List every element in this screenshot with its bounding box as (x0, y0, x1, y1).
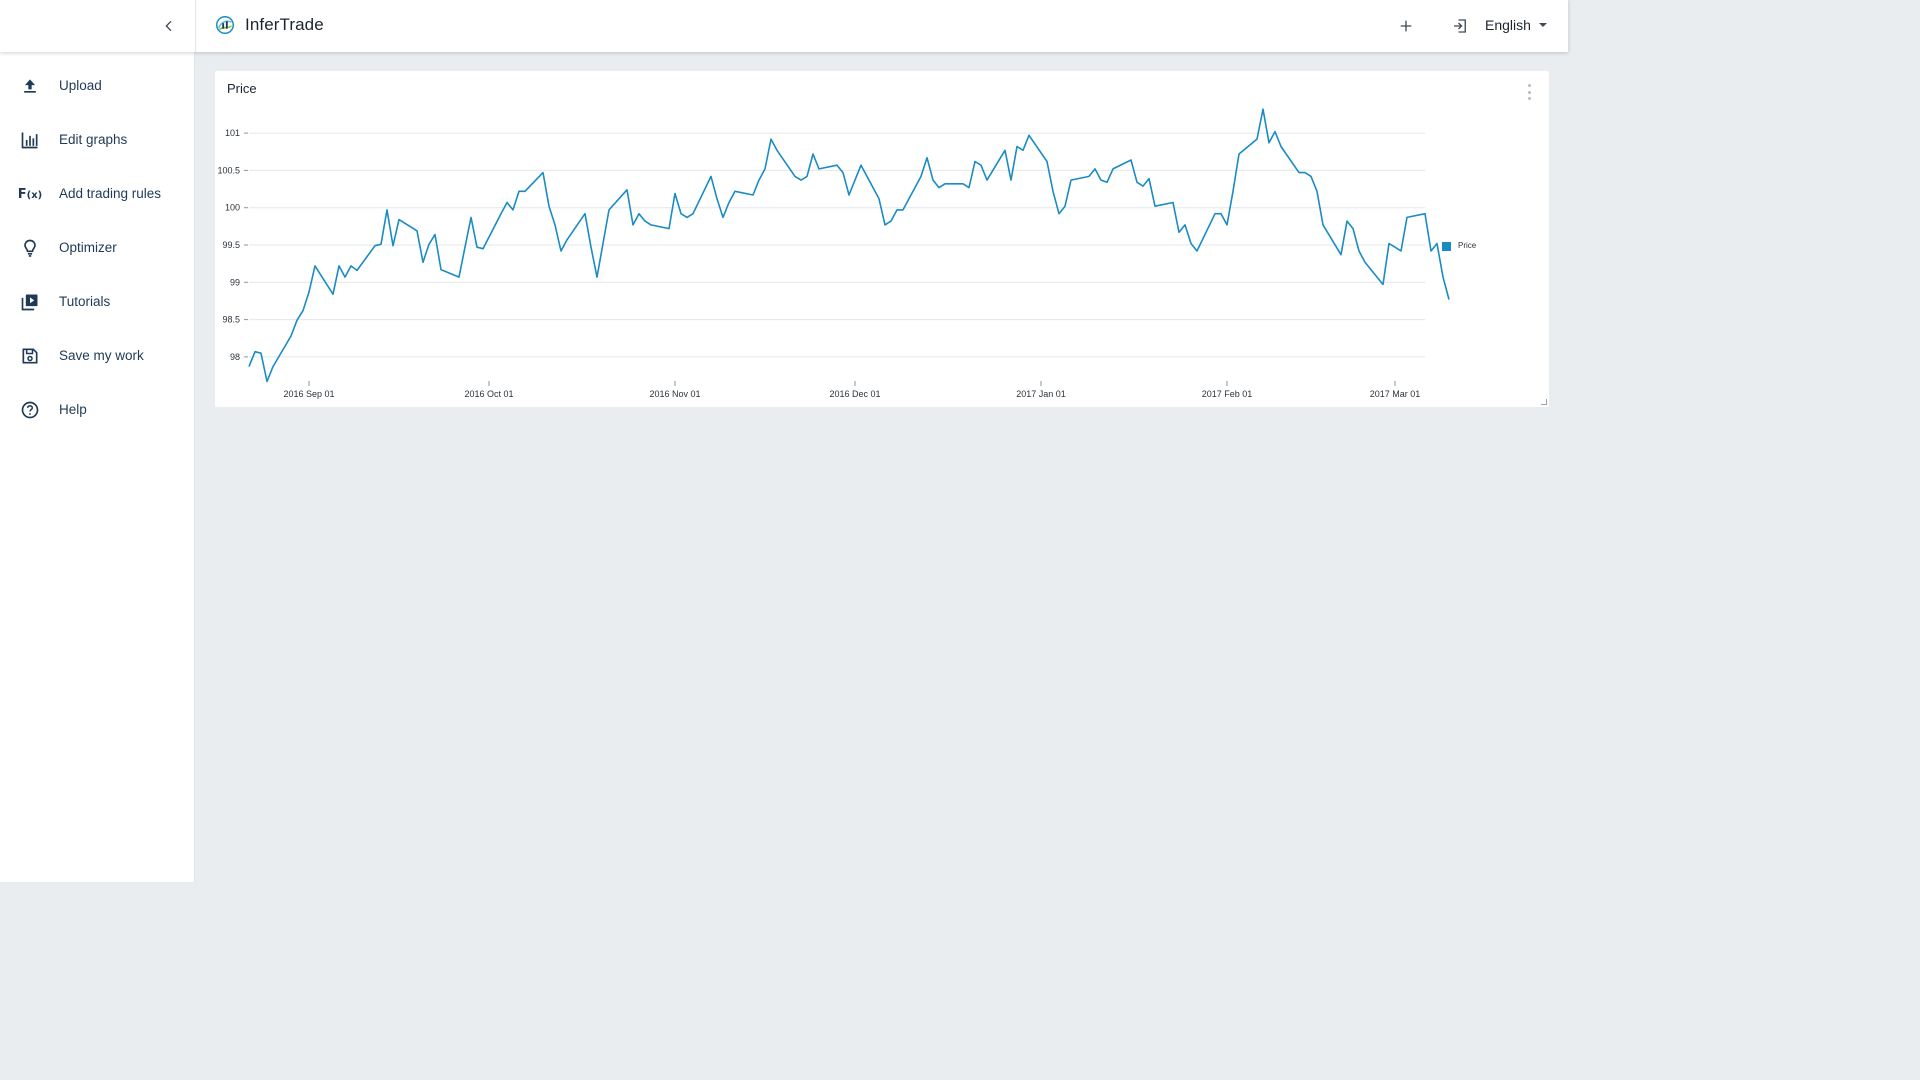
sidebar-item-label: Optimizer (59, 240, 117, 255)
sidebar-item-save-my-work[interactable]: Save my work (0, 336, 195, 376)
x-tick-label: 2017 Feb 01 (1202, 389, 1253, 399)
brand[interactable]: InferTrade (214, 14, 324, 36)
plus-icon (1400, 20, 1412, 32)
chart-gridlines (249, 132, 1425, 358)
sidebar-item-label: Add trading rules (59, 186, 162, 201)
sidebar-item-help[interactable]: Help (0, 390, 195, 430)
x-tick-label: 2016 Sep 01 (283, 389, 334, 399)
legend-label: Price (1458, 241, 1477, 250)
app-title: InferTrade (245, 15, 324, 34)
y-tick-label: 99 (230, 277, 240, 287)
card-resize-handle[interactable] (1541, 399, 1547, 405)
y-tick-label: 100.5 (217, 165, 240, 175)
chart-menu-button[interactable] (1523, 84, 1535, 100)
language-label: English (1485, 17, 1531, 33)
chart-card-title: Price (227, 81, 257, 96)
fx-sub: (x) (26, 189, 43, 201)
login-icon (1454, 19, 1466, 33)
sidebar-item-label: Upload (59, 78, 102, 93)
sidebar-item-add-trading-rules[interactable]: F(x) Add trading rules (0, 174, 195, 214)
sidebar: Upload Edit graphs F(x) Add trading rule… (0, 52, 195, 882)
fx-main: F (17, 186, 27, 202)
sidebar-item-edit-graphs[interactable]: Edit graphs (0, 120, 195, 160)
x-tick-label: 2016 Nov 01 (649, 389, 700, 399)
caret-down-icon (1538, 23, 1547, 27)
upload-icon (18, 74, 42, 98)
lightbulb-icon (18, 236, 42, 260)
x-tick-label: 2017 Jan 01 (1016, 389, 1066, 399)
language-selector[interactable]: English (1485, 17, 1548, 33)
bar-chart-icon (18, 128, 42, 152)
sidebar-item-optimizer[interactable]: Optimizer (0, 228, 195, 268)
x-axis: 2016 Sep 01 2016 Oct 01 2016 Nov 01 2016 De… (283, 381, 1420, 399)
chevron-left-icon (165, 20, 172, 32)
login-button[interactable] (1449, 15, 1471, 37)
price-chart-card: Price 98 98.5 99 99.5 100 100.5 101 2016 Sep 0… (215, 71, 1549, 407)
sidebar-item-tutorials[interactable]: Tutorials (0, 282, 195, 322)
topbar-divider (195, 0, 196, 52)
collapse-sidebar-button[interactable] (158, 15, 180, 37)
y-tick-label: 100 (225, 203, 240, 213)
sidebar-item-label: Edit graphs (59, 132, 128, 147)
y-axis: 98 98.5 99 99.5 100 100.5 101 (217, 128, 248, 362)
dot (1527, 90, 1531, 94)
y-tick-label: 101 (225, 128, 240, 138)
x-tick-label: 2016 Dec 01 (829, 389, 880, 399)
y-tick-label: 98 (230, 352, 240, 362)
price-series-line[interactable] (248, 108, 1450, 383)
dot (1527, 84, 1531, 87)
save-icon (18, 344, 42, 368)
x-tick-label: 2016 Oct 01 (464, 389, 513, 399)
x-tick-label: 2017 Mar 01 (1370, 389, 1421, 399)
y-tick-label: 99.5 (222, 240, 240, 250)
sidebar-item-upload[interactable]: Upload (0, 66, 195, 106)
sidebar-item-label: Save my work (59, 348, 144, 363)
chart-legend[interactable]: Price (1442, 241, 1477, 251)
dot (1527, 97, 1531, 100)
add-button[interactable] (1395, 15, 1417, 37)
sidebar-item-label: Tutorials (59, 294, 111, 309)
help-circle-icon (18, 398, 42, 422)
y-tick-label: 98.5 (222, 315, 240, 325)
sidebar-item-label: Help (59, 402, 87, 417)
video-library-icon (18, 290, 42, 314)
function-icon: F(x) (18, 182, 42, 206)
top-app-bar: InferTrade English (0, 0, 1568, 52)
legend-swatch (1442, 242, 1451, 251)
infertrade-logo-icon (216, 16, 234, 34)
